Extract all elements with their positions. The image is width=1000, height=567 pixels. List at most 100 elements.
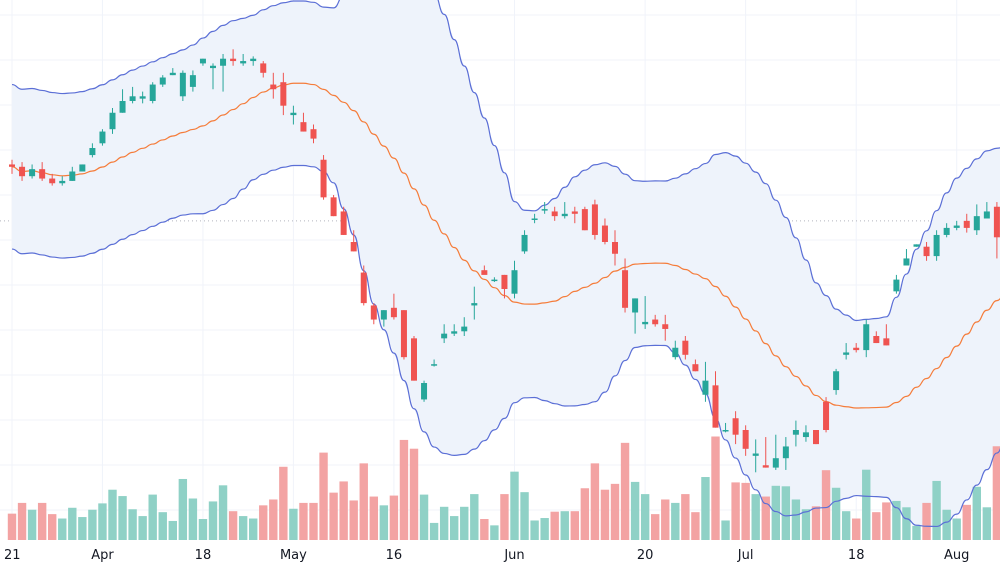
volume-bar: [148, 494, 157, 540]
volume-bar: [108, 489, 117, 540]
candle: [581, 206, 588, 231]
candle-body: [149, 84, 156, 101]
x-tick-label: 18: [195, 548, 212, 562]
volume-bar: [480, 519, 489, 540]
volume-bar: [138, 516, 147, 540]
volume-bar: [801, 509, 811, 540]
volume-bar: [701, 477, 710, 540]
candle: [19, 162, 26, 181]
volume-bar: [460, 506, 469, 540]
candle: [823, 397, 830, 433]
volume-bar: [429, 522, 439, 540]
volume-bar: [580, 488, 590, 540]
candle: [260, 61, 267, 78]
candle: [813, 430, 819, 445]
volume-bar: [319, 452, 328, 540]
candle: [742, 425, 749, 456]
volume-bar: [530, 520, 539, 540]
candle: [963, 213, 970, 233]
candle: [551, 206, 558, 221]
volume-bar: [439, 506, 449, 540]
candle: [511, 260, 518, 299]
candle: [230, 49, 237, 66]
candle: [360, 265, 367, 306]
candle-body: [571, 211, 578, 214]
candle: [632, 298, 639, 334]
candle-body: [893, 279, 900, 292]
x-tick-label: 20: [637, 548, 654, 562]
candle-body: [792, 430, 799, 435]
candle: [441, 324, 448, 344]
candle: [601, 218, 608, 245]
volume-bar: [218, 485, 228, 540]
candle: [79, 164, 86, 172]
candle: [983, 202, 990, 219]
volume-bar: [27, 509, 37, 540]
candle: [853, 343, 860, 353]
candle-body: [240, 61, 247, 64]
volume-bar: [369, 496, 378, 540]
candle-body: [431, 364, 438, 366]
candle-body: [220, 58, 227, 66]
candle-body: [169, 72, 176, 76]
volume-bar: [892, 500, 901, 540]
candle-body: [390, 307, 397, 318]
candle: [501, 274, 508, 299]
candle: [49, 173, 56, 186]
volume-bar: [178, 478, 188, 540]
volume-bar: [349, 500, 358, 540]
candle: [923, 242, 930, 261]
candle: [320, 155, 327, 200]
candle: [682, 336, 689, 360]
volume-bar: [279, 466, 288, 540]
candle-body: [541, 209, 548, 211]
candle-body: [49, 178, 56, 184]
volume-bar: [228, 511, 238, 540]
candle-body: [782, 446, 789, 459]
volume-bar: [640, 494, 650, 540]
candle-body: [199, 58, 206, 64]
candle: [591, 199, 598, 240]
volume-bar: [912, 525, 921, 540]
candle-body: [883, 338, 890, 346]
volume-bar: [259, 505, 268, 540]
candle-body: [179, 72, 186, 97]
candle: [692, 359, 699, 372]
volume-bar: [570, 511, 579, 540]
volume-bar: [238, 516, 248, 540]
candle: [873, 331, 880, 344]
candle-body: [772, 458, 779, 468]
candle-body: [159, 77, 166, 85]
volume-bar: [78, 517, 87, 540]
candle: [943, 223, 950, 238]
candle: [280, 72, 287, 116]
candle-body: [913, 244, 920, 247]
volume-bar: [118, 496, 127, 540]
candle: [531, 213, 538, 224]
volume-bar: [249, 518, 258, 540]
candle: [722, 422, 729, 433]
candle-body: [260, 63, 267, 73]
candle: [270, 72, 277, 99]
candle: [772, 434, 779, 470]
x-tick-label: Jun: [503, 548, 524, 562]
candle-body: [310, 129, 317, 139]
x-tick-label: 21: [4, 548, 21, 562]
candle-body: [973, 216, 980, 231]
volume-bar: [88, 509, 97, 540]
volume-bar: [982, 507, 992, 540]
candle-body: [9, 164, 15, 167]
volume-bar: [98, 503, 107, 540]
candle-body: [370, 305, 377, 320]
candle: [139, 91, 146, 104]
volume-bar: [208, 501, 218, 540]
volume-bar: [992, 446, 1000, 540]
volume-bar: [791, 499, 801, 540]
candle: [39, 162, 46, 181]
candle-body: [762, 465, 769, 468]
volume-bar: [520, 492, 529, 540]
bollinger-upper-line: [11, 0, 1000, 322]
volume-bar: [490, 525, 499, 540]
candle-body: [943, 227, 950, 235]
